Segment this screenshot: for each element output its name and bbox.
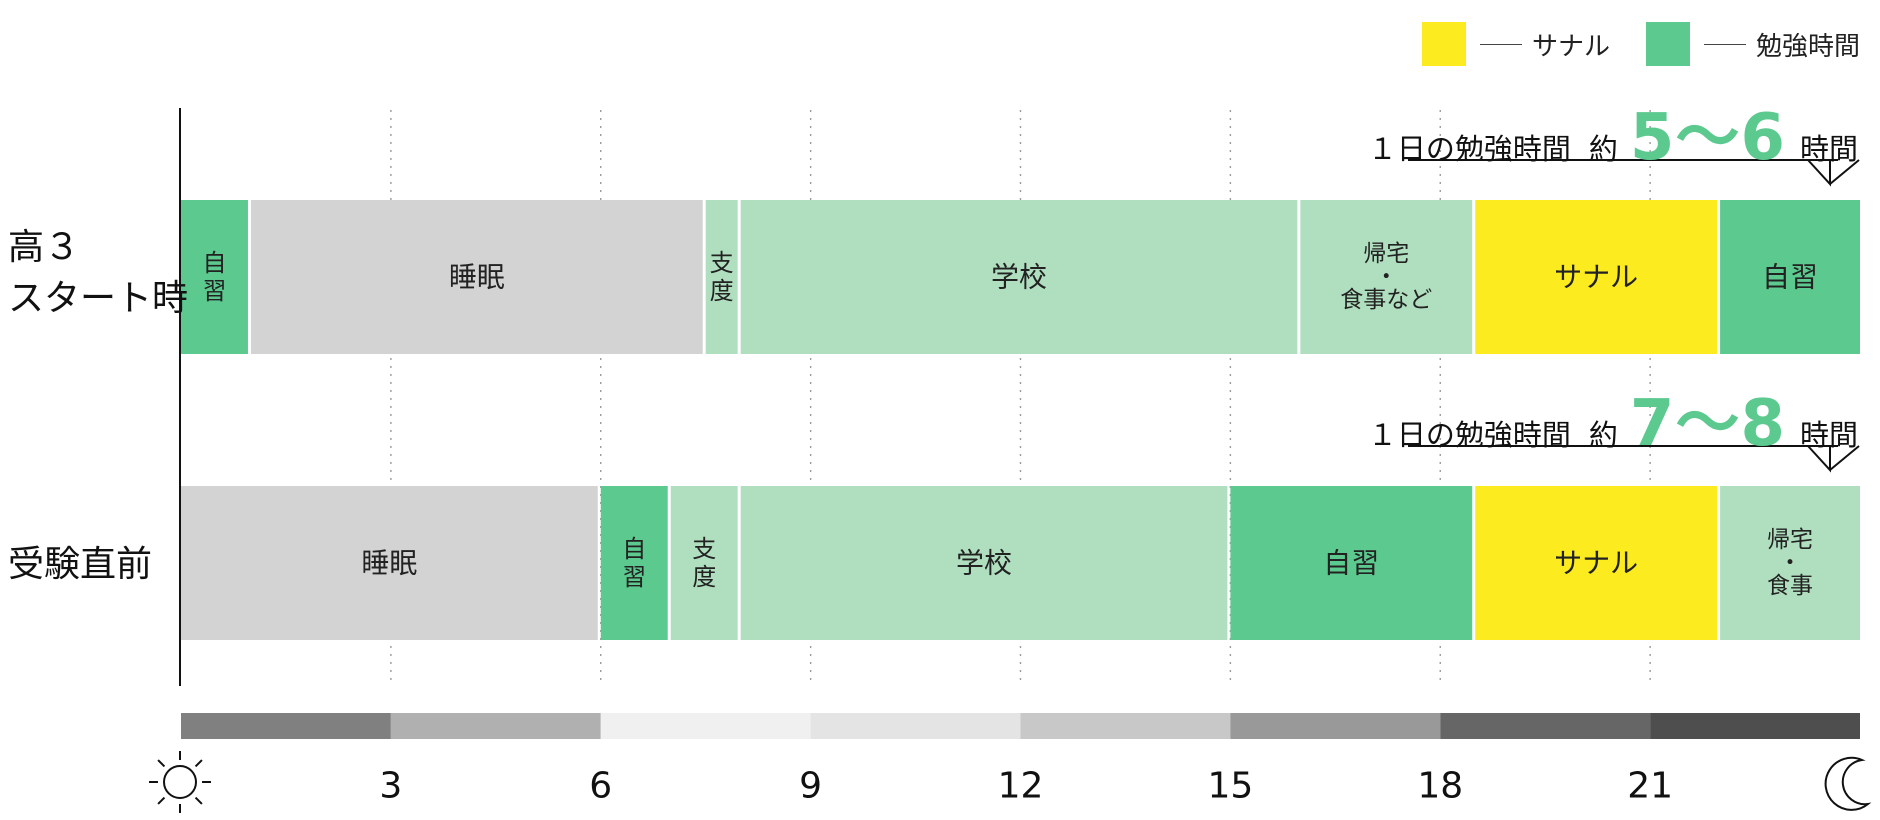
summary-text: １日の勉強時間 [1367,132,1571,166]
row-label-line: 高３ [8,227,81,268]
band-segment [390,713,601,739]
bar-label: 支度 [692,535,716,591]
bar-segment-sanaru [1475,486,1718,640]
legend-dash [1703,43,1746,45]
summary-bracket [1408,445,1860,473]
band-segment [600,713,811,739]
row-label-exam: 受験直前 [8,539,152,590]
bar-label: 帰宅・食事など [1340,241,1432,313]
bar-label: 学校 [956,547,1012,580]
bar-segment-study [1720,200,1860,354]
summary-text: １日の勉強時間 [1367,418,1571,452]
bar-label: 睡眠 [361,547,417,580]
bar-label: 自習 [202,249,226,305]
band-segment [1020,713,1231,739]
bar-label: 学校 [991,261,1047,294]
bar-segment-sanaru [1475,200,1718,354]
moon-icon [1824,756,1872,811]
bar-segment-study [600,486,668,640]
bar-segment-other [740,486,1228,640]
tick-label: 12 [998,766,1044,807]
tick-label: 18 [1417,766,1463,807]
summary-exam: １日の勉強時間 約 7〜8 時間 [1368,372,1858,464]
daylight-band [181,713,1860,739]
summary-value: 5〜6 [1629,101,1786,175]
bar-label: 自習 [622,535,646,591]
band-segment [1230,713,1441,739]
tick-label: 15 [1207,766,1253,807]
legend-dash [1479,43,1522,45]
sun-icon [149,751,211,813]
legend-item-sanaru: サナル [1421,22,1610,66]
band-segment [810,713,1021,739]
bar-label: 自習 [1762,261,1818,294]
summary-start: １日の勉強時間 約 5〜6 時間 [1368,86,1858,178]
bar-segment-sleep [181,486,598,640]
bar-segment-other [1300,200,1473,354]
band-segment [181,713,391,739]
legend-item-study: 勉強時間 [1645,22,1860,66]
bar-segment-other [1720,486,1860,640]
tick-label: 3 [379,766,402,807]
bar-segment-study [181,200,248,354]
bar-segment-sleep [250,200,703,354]
callouts [1408,159,1860,473]
legend-label-study: 勉強時間 [1755,31,1860,62]
legend-label-sanaru: サナル [1531,31,1610,62]
bar-label: サナル [1554,261,1638,294]
band-segment [1440,713,1651,739]
bar-segment-other [740,200,1298,354]
tick-label: 9 [799,766,822,807]
bar-segment-study [1230,486,1473,640]
row-label-start: 高３ スタート時 [8,222,188,324]
legend: サナル 勉強時間 [1421,22,1860,66]
bar-segment-other [705,200,738,354]
summary-value: 7〜8 [1629,387,1786,461]
summary-bracket [1408,159,1860,187]
summary-unit: 時間 [1799,418,1858,452]
bar-label: 自習 [1323,547,1379,580]
band-segment [1650,713,1860,739]
tick-label: 21 [1627,766,1673,807]
row-label-line: スタート時 [8,278,189,320]
legend-swatch-sanaru [1421,22,1466,66]
summary-unit: 時間 [1799,132,1858,166]
bar-label: サナル [1554,547,1638,580]
row-label-line: 受験直前 [8,544,153,585]
x-axis: 3 6 9 12 15 18 21 [149,108,1872,813]
legend-swatch-study [1645,22,1690,66]
tick-label: 6 [589,766,612,807]
summary-approx: 約 [1588,132,1618,166]
bar-segment-other [670,486,738,640]
summary-approx: 約 [1588,418,1618,452]
bar-label: 帰宅・食事 [1767,527,1813,599]
bar-label: 支度 [710,249,734,305]
bar-label: 睡眠 [449,261,505,294]
